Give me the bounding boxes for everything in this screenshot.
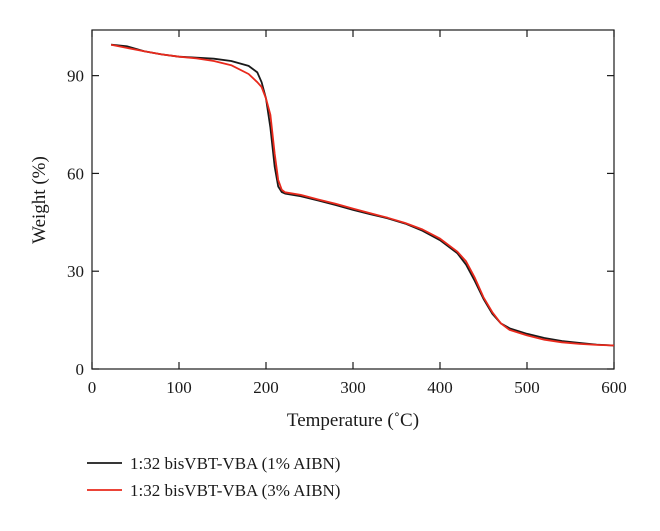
y-tick-label: 90: [67, 67, 84, 86]
x-tick-label: 200: [253, 378, 279, 397]
legend-label: 1:32 bisVBT-VBA (3% AIBN): [130, 481, 340, 500]
x-axis: 0 100 200 300 400 500 600: [88, 30, 627, 397]
x-tick-label: 400: [427, 378, 453, 397]
legend: 1:32 bisVBT-VBA (1% AIBN) 1:32 bisVBT-VBA…: [87, 454, 340, 500]
y-tick-label: 0: [76, 360, 85, 379]
series-lines: [110, 43, 615, 347]
y-axis: 0 30 60 90: [67, 67, 614, 379]
x-tick-label: 500: [514, 378, 540, 397]
x-axis-label: Temperature (˚C): [287, 410, 419, 431]
series-line-1: [111, 43, 615, 347]
legend-label: 1:32 bisVBT-VBA (1% AIBN): [130, 454, 340, 473]
y-axis-label: Weight (%): [29, 156, 50, 244]
y-tick-label: 60: [67, 164, 84, 183]
y-tick-label: 30: [67, 262, 84, 281]
series-line-2: [110, 43, 615, 347]
x-tick-label: 300: [340, 378, 366, 397]
x-tick-label: 0: [88, 378, 97, 397]
plot-frame: [91, 29, 615, 370]
x-tick-label: 600: [601, 378, 627, 397]
x-tick-label: 100: [166, 378, 192, 397]
